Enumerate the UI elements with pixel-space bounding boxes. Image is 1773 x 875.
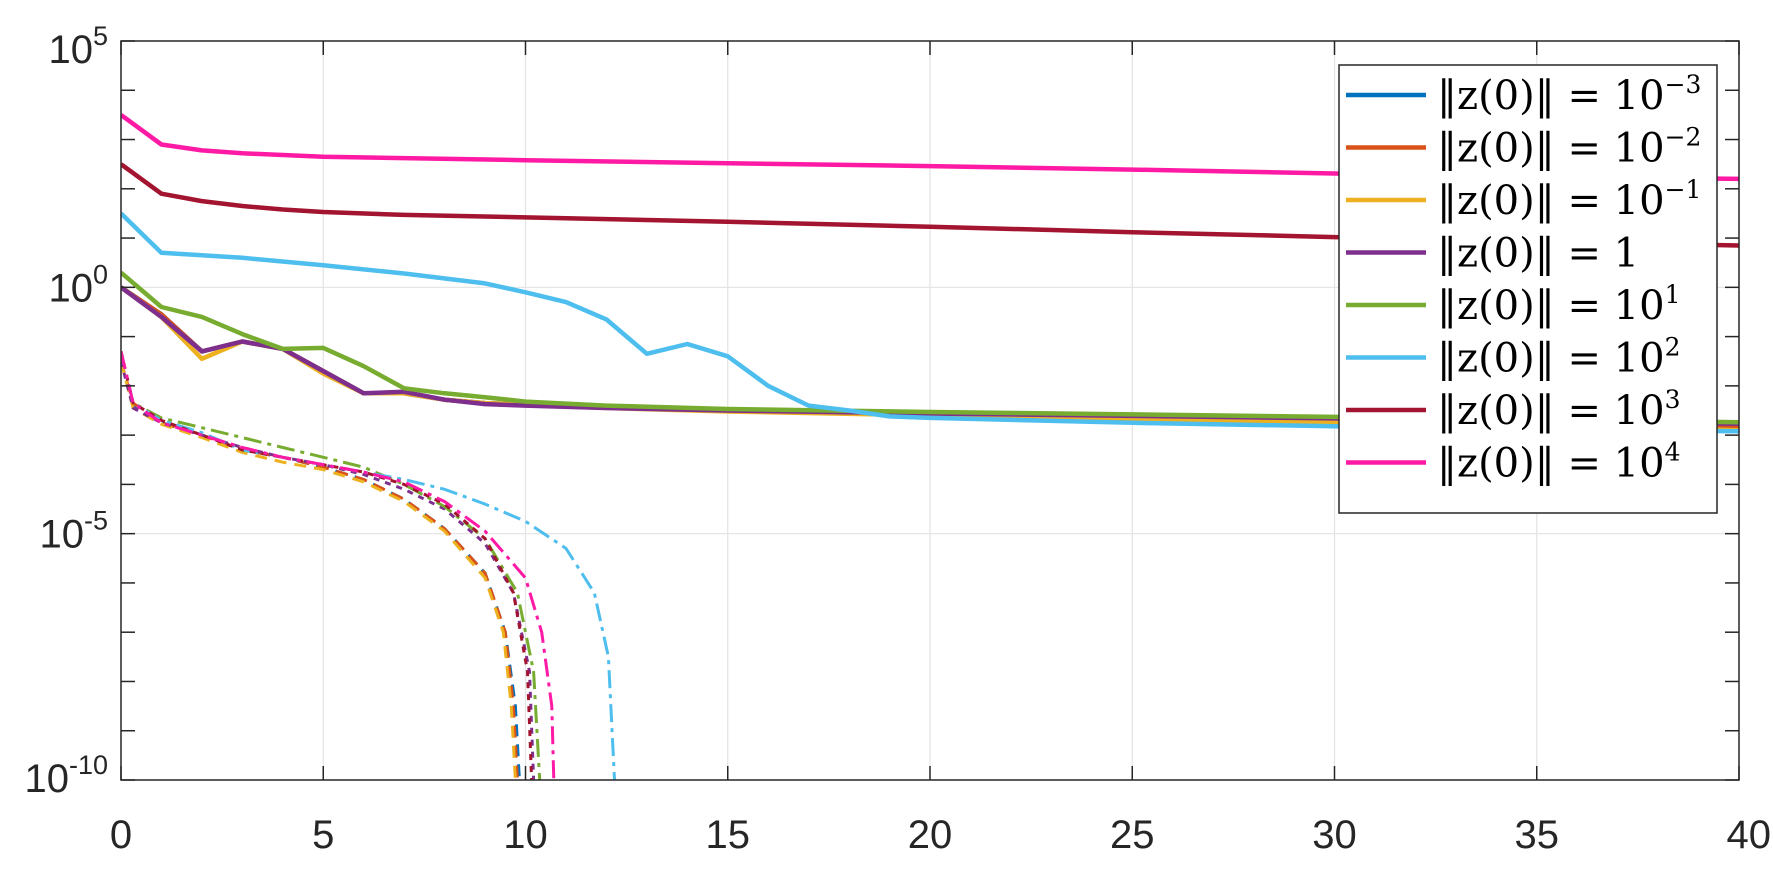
series-4-dashed-line xyxy=(121,351,542,780)
x-tick-label: 0 xyxy=(110,813,132,857)
x-tick-labels: 0 5 10 15 20 25 30 35 40 xyxy=(110,813,1771,857)
y-tick-labels: 105 100 10-5 10-10 xyxy=(24,21,108,801)
legend-label-3: ‖z(0)‖ = 1 xyxy=(1437,231,1639,277)
series-layer xyxy=(121,113,1739,780)
series-7-dashed-line xyxy=(121,351,556,780)
series-5-solid-line xyxy=(121,211,1739,434)
legend-label-0: ‖z(0)‖ = 10−3 xyxy=(1437,70,1701,119)
y-tick-label: 10-5 xyxy=(39,506,108,557)
legend-box xyxy=(1338,64,1718,514)
x-tick-label: 35 xyxy=(1515,813,1560,857)
legend-label-4: ‖z(0)‖ = 101 xyxy=(1437,280,1680,329)
x-tick-label: 40 xyxy=(1727,813,1772,857)
legend-label-6: ‖z(0)‖ = 103 xyxy=(1437,385,1680,434)
legend: ‖z(0)‖ = 10−3‖z(0)‖ = 10−2‖z(0)‖ = 10−1 ‖… xyxy=(1338,64,1718,514)
legend-label-1: ‖z(0)‖ = 10−2 xyxy=(1437,123,1701,172)
x-tick-label: 5 xyxy=(312,813,334,857)
axis-ticks xyxy=(120,40,1740,781)
series-6-solid-line xyxy=(121,162,1739,248)
y-tick-label: 10-10 xyxy=(24,750,108,801)
y-tick-label: 105 xyxy=(48,21,108,72)
y-tick-label: 100 xyxy=(48,259,108,310)
legend-label-7: ‖z(0)‖ = 104 xyxy=(1437,438,1680,487)
series-4-solid-line xyxy=(121,270,1739,425)
legend-label-5: ‖z(0)‖ = 102 xyxy=(1437,333,1680,382)
x-tick-label: 10 xyxy=(503,813,548,857)
series-2-dashed-line xyxy=(121,360,517,780)
x-tick-label: 25 xyxy=(1110,813,1155,857)
x-tick-label: 30 xyxy=(1312,813,1357,857)
x-tick-label: 20 xyxy=(908,813,953,857)
legend-label-2: ‖z(0)‖ = 10−1 xyxy=(1437,175,1701,224)
x-tick-label: 15 xyxy=(706,813,751,857)
